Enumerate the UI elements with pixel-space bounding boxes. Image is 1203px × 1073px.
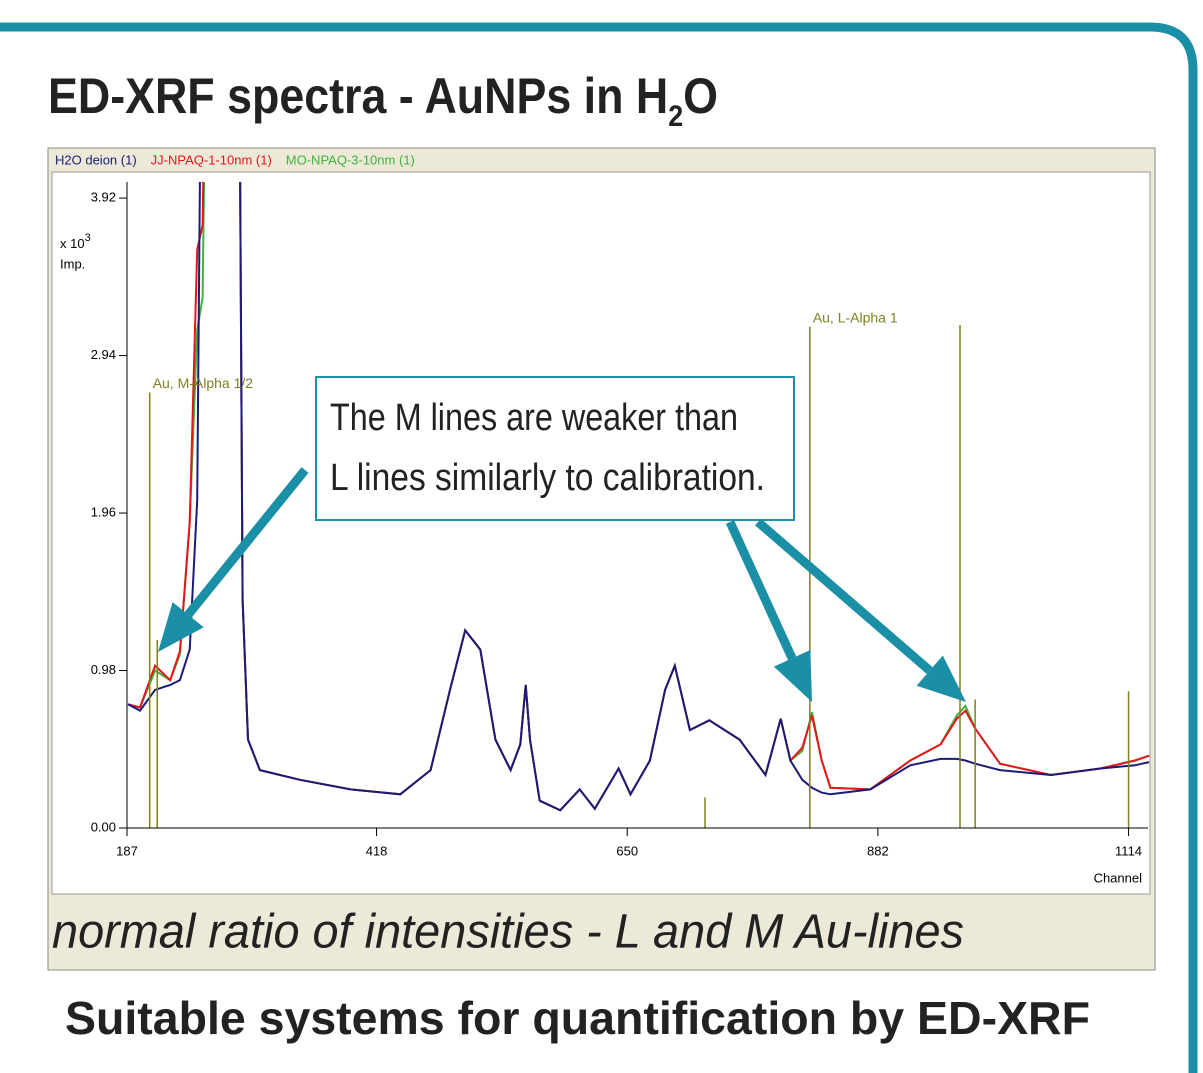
element-label: Au, M-Alpha 1/2	[153, 375, 254, 391]
legend-entry: H2O deion (1)	[55, 152, 137, 167]
slide-border	[0, 22, 1198, 1073]
x-tick-label: 1114	[1115, 843, 1142, 858]
y-tick-label: 3.92	[91, 190, 116, 205]
callout-arrow-shaft	[755, 518, 933, 674]
callout-arrow-head	[158, 602, 204, 652]
x-tick-label: 187	[116, 843, 138, 858]
x-axis-label: Channel	[1094, 870, 1143, 885]
y-unit-base: x 10	[60, 236, 85, 251]
spectrum-line	[127, 182, 1150, 812]
element-label: Au, L-Alpha 1	[813, 309, 898, 325]
x-tick-label: 418	[366, 843, 388, 858]
series-group	[127, 182, 1150, 812]
y-axis-label: Imp.	[60, 256, 85, 271]
y-tick-label: 2.94	[91, 347, 116, 362]
callout-box	[315, 376, 795, 521]
caption: normal ratio of intensities - L and M Au…	[52, 906, 964, 959]
plot: Au, M-Alpha 1/2 Au, L-Alpha 1 0.00 0.98 1.96…	[60, 182, 1150, 885]
callout-arrow-head	[916, 655, 966, 702]
title-text: O	[683, 68, 718, 124]
callout-arrow-head	[773, 650, 812, 702]
plot-area	[51, 171, 1151, 895]
y-unit: x 103	[60, 232, 91, 252]
callout-arrow-shaft	[725, 520, 797, 661]
x-tick-label: 882	[867, 843, 889, 858]
callout-text: The M lines are weaker than	[330, 397, 738, 439]
x-tick-label: 650	[616, 843, 638, 858]
callout-arrow-shaft	[184, 467, 309, 618]
legend-entry: JJ-NPAQ-1-10nm (1)	[151, 152, 272, 167]
y-tick-label: 0.00	[91, 819, 116, 834]
title-subscript: 2	[668, 100, 683, 133]
title-text: ED-XRF spectra - AuNPs in H	[48, 68, 668, 124]
footer: Suitable systems for quantification by E…	[65, 992, 1090, 1044]
y-unit-exp: 3	[85, 232, 91, 244]
slide-title: ED-XRF spectra - AuNPs in H2O	[48, 68, 718, 133]
legend-entry: MO-NPAQ-3-10nm (1)	[286, 152, 415, 167]
y-tick-label: 0.98	[91, 662, 116, 677]
callout-text: L lines similarly to calibration.	[330, 457, 765, 499]
y-tick-label: 1.96	[91, 504, 116, 519]
